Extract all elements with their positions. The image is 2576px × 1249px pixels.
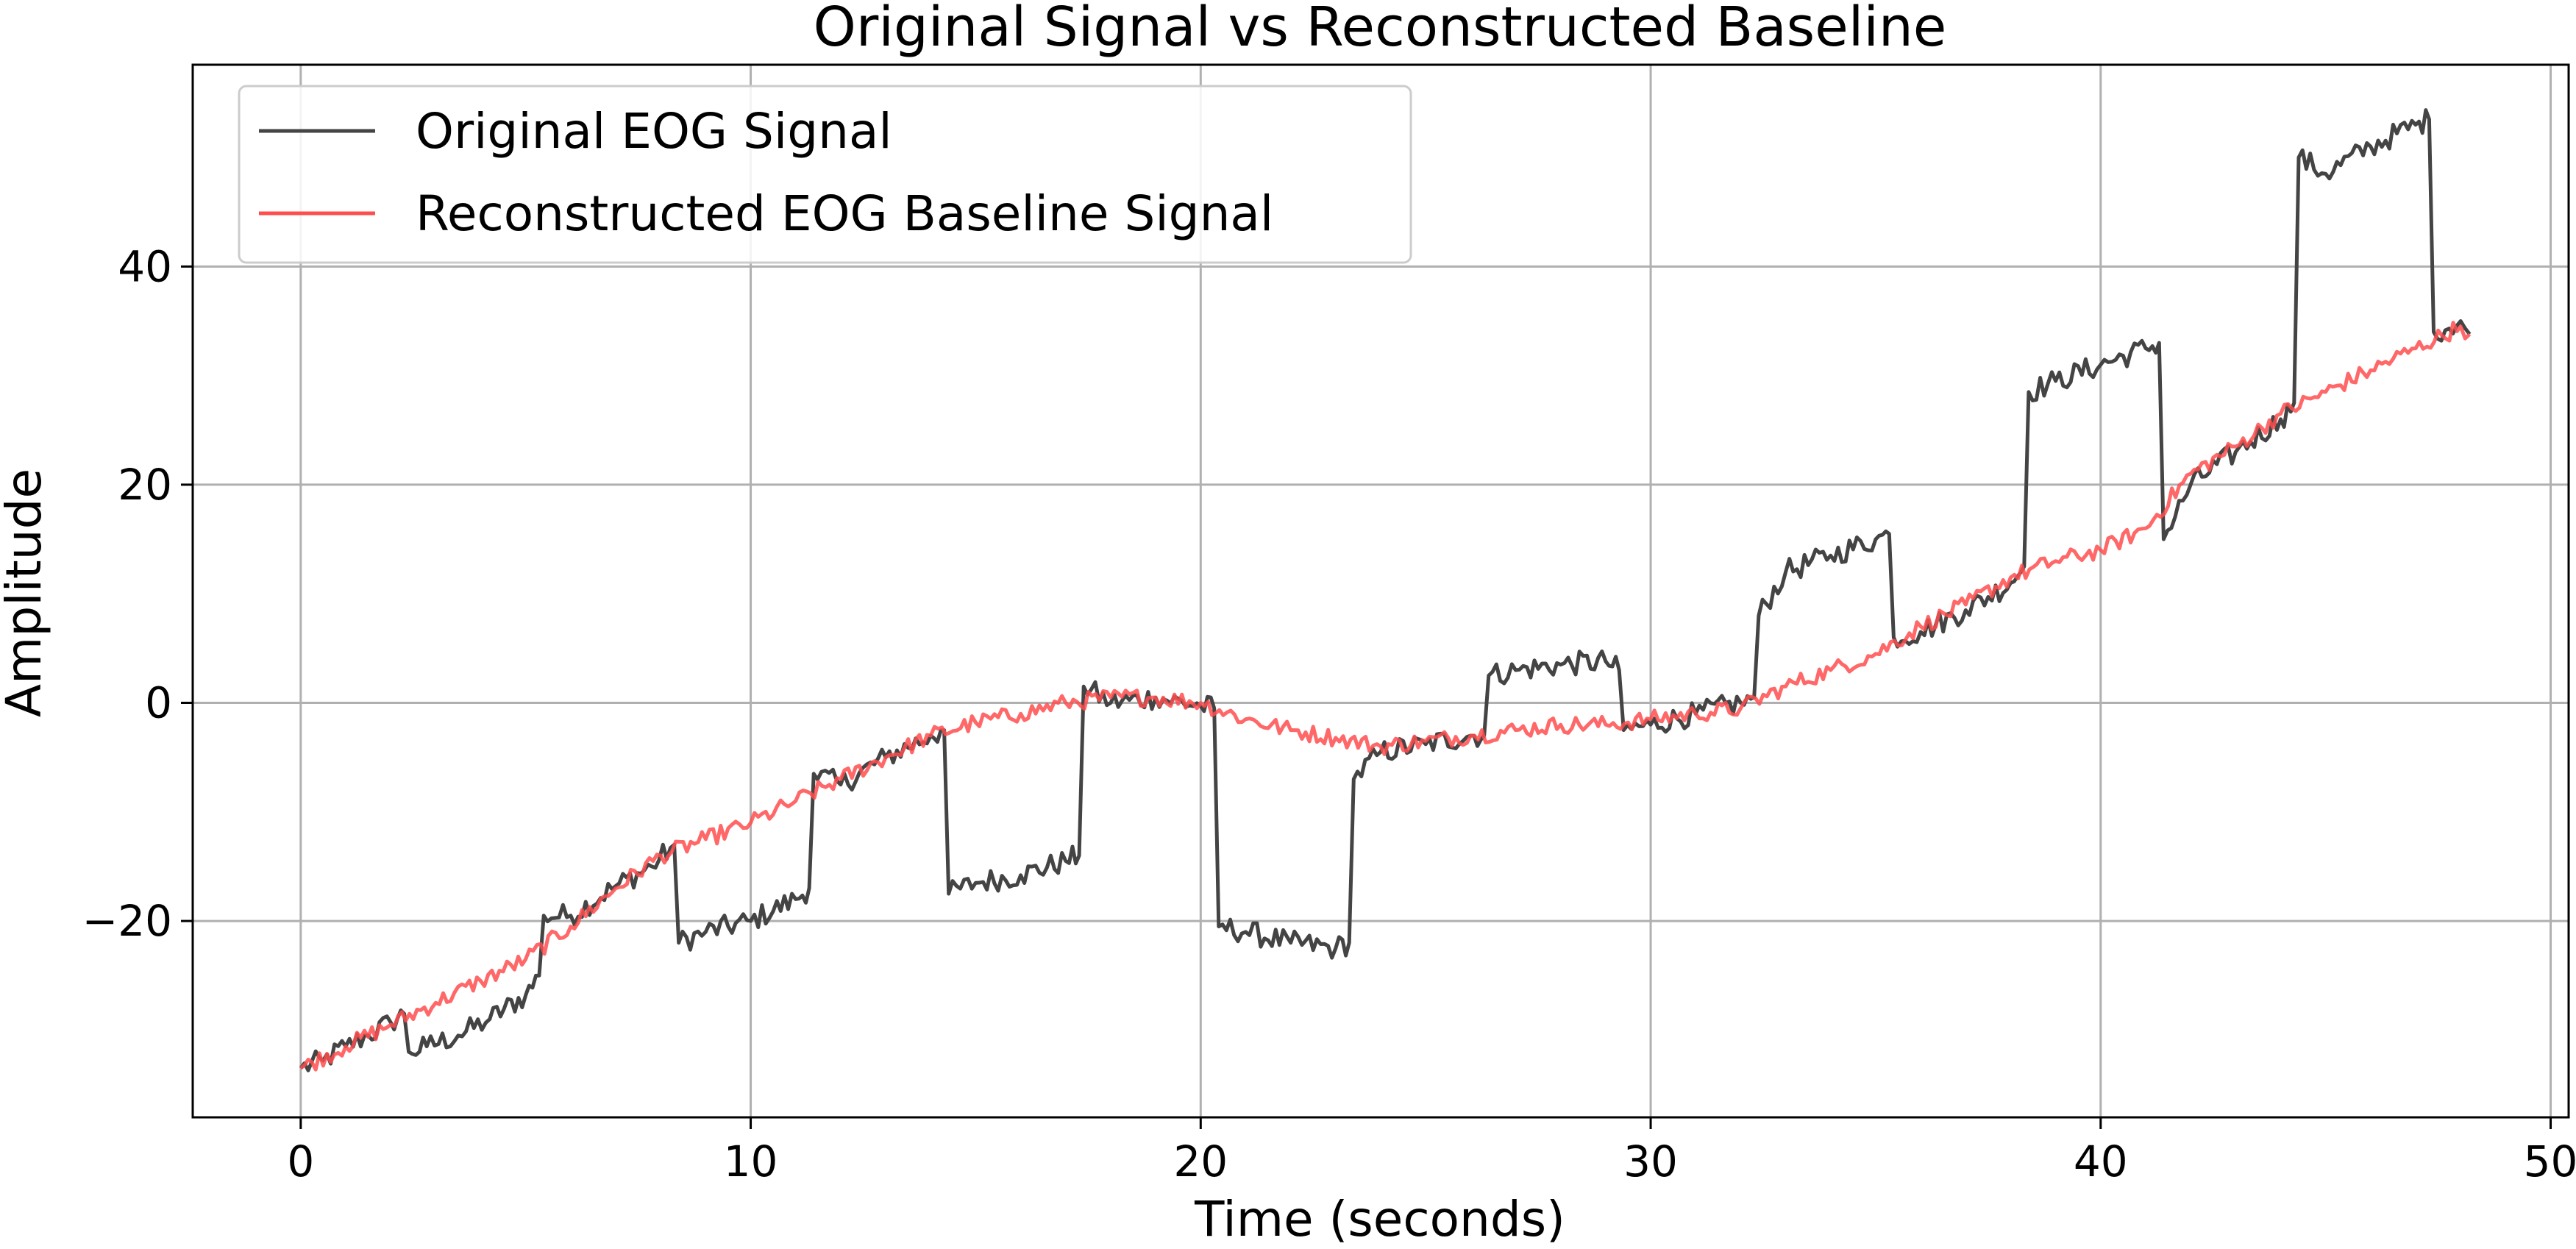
x-axis-label: Time (seconds) (1194, 1191, 1565, 1248)
series-line-reconstructed (299, 321, 2472, 1072)
x-tick-label: 10 (724, 1136, 778, 1186)
grid-y (193, 265, 2569, 922)
series-lines (299, 108, 2472, 1072)
x-tick-label: 50 (2524, 1136, 2576, 1186)
chart-title: Original Signal vs Reconstructed Baselin… (814, 0, 1947, 59)
x-tick-label: 20 (1173, 1136, 1228, 1186)
x-tick-label: 30 (1623, 1136, 1678, 1186)
legend-box (238, 85, 1412, 264)
legend: Original EOG Signal Reconstructed EOG Ba… (238, 85, 1412, 264)
legend-label-reconstructed: Reconstructed EOG Baseline Signal (416, 185, 1273, 242)
y-tick-label: −20 (82, 896, 172, 946)
y-tick-label: 20 (118, 460, 172, 510)
plot-frame (191, 63, 2570, 1119)
y-tick-label: 0 (145, 677, 172, 727)
legend-label-original: Original EOG Signal (416, 103, 892, 160)
x-axis-ticks: 0 10 20 30 40 50 (287, 1117, 2576, 1186)
y-tick-label: 40 (118, 241, 172, 291)
y-axis-ticks: −20 0 20 40 (82, 241, 193, 946)
y-axis-label: Amplitude (0, 469, 52, 717)
x-tick-label: 0 (287, 1136, 314, 1186)
x-tick-label: 40 (2074, 1136, 2128, 1186)
